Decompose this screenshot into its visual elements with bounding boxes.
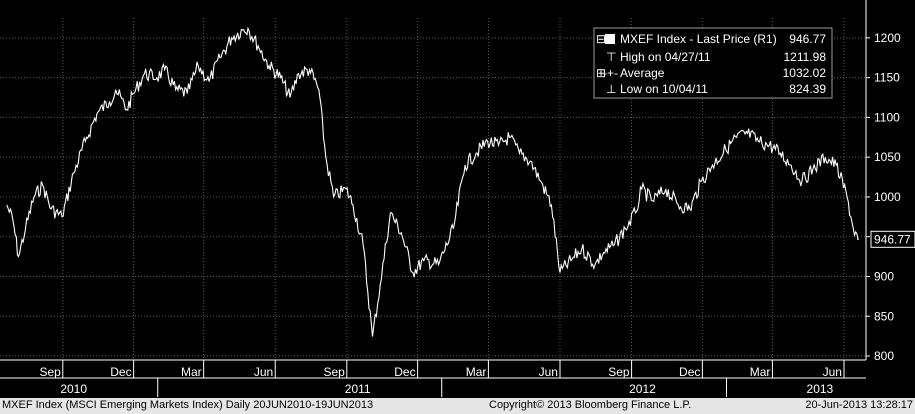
y-tick-label: 800	[874, 349, 894, 363]
legend: ⊟ ⊞ MXEF Index - Last Price (R1) 946.77 …	[593, 27, 833, 99]
series-last-point	[857, 238, 859, 241]
legend-row-icon: -+-	[603, 66, 618, 80]
x-tick-label: Jun	[254, 365, 273, 379]
legend-row-label: Average	[620, 66, 665, 80]
legend-title: MXEF Index - Last Price (R1)	[620, 32, 777, 46]
y-tick-label: 1050	[874, 150, 901, 164]
legend-row-value: 824.39	[789, 82, 826, 96]
x-tick-label: Dec	[110, 365, 131, 379]
x-tick-label: Mar	[466, 365, 487, 379]
y-tick-label: 1150	[874, 71, 900, 85]
legend-box	[593, 27, 833, 99]
x-axis-ticks: JunSepDecMarJunSepDecMarJunSepDecMarJun2…	[39, 360, 845, 397]
footer-left: MXEF Index (MSCI Emerging Markets Index)…	[2, 399, 374, 411]
collapse-icon[interactable]: ⊟	[596, 32, 606, 46]
y-tick-label: 1200	[874, 31, 901, 45]
footer-bar: MXEF Index (MSCI Emerging Markets Index)…	[0, 398, 915, 414]
last-value-label-group: 946.77	[870, 230, 915, 248]
x-tick-label: Dec	[679, 365, 700, 379]
legend-title-value: 946.77	[789, 32, 826, 46]
y-tick-label: 1100	[874, 110, 900, 124]
y-tick-label: 900	[874, 269, 894, 283]
x-tick-label: Dec	[394, 365, 415, 379]
legend-row-label: High on 04/27/11	[620, 50, 711, 64]
legend-row-label: Low on 10/04/11	[620, 82, 708, 96]
series-layer	[6, 26, 859, 337]
footer-copyright: Copyright© 2013 Bloomberg Finance L.P.	[489, 399, 692, 411]
x-year-label: 2011	[345, 382, 371, 396]
footer-timestamp: 20-Jun-2013 13:28:17	[805, 399, 913, 411]
axes	[0, 0, 867, 379]
y-tick-label: 850	[874, 309, 894, 323]
series-swatch-icon	[605, 34, 615, 44]
legend-row-value: 1032.02	[783, 66, 827, 80]
x-tick-label: Sep	[608, 365, 630, 379]
x-tick-label: Mar	[750, 365, 771, 379]
y-axis-ticks: 80085090095010001050110011501200	[866, 31, 901, 363]
last-value-box	[870, 230, 915, 248]
x-tick-label: Mar	[181, 365, 202, 379]
legend-row-icon: ⊥	[606, 82, 616, 96]
series-line	[6, 26, 859, 337]
legend-row-icon: ⊤	[606, 50, 616, 64]
x-year-label: 2010	[60, 382, 87, 396]
legend-row-value: 1211.98	[784, 50, 827, 64]
y-tick-label: 1000	[874, 190, 901, 204]
x-tick-label: Jun	[539, 365, 558, 379]
x-tick-label: Sep	[323, 365, 345, 379]
x-tick-label: Jun	[823, 365, 842, 379]
x-year-label: 2013	[807, 382, 834, 396]
x-tick-label: Sep	[39, 365, 61, 379]
x-year-label: 2012	[629, 382, 656, 396]
last-value-label: 946.77	[874, 232, 911, 246]
expand-icon[interactable]: ⊞	[596, 66, 606, 80]
